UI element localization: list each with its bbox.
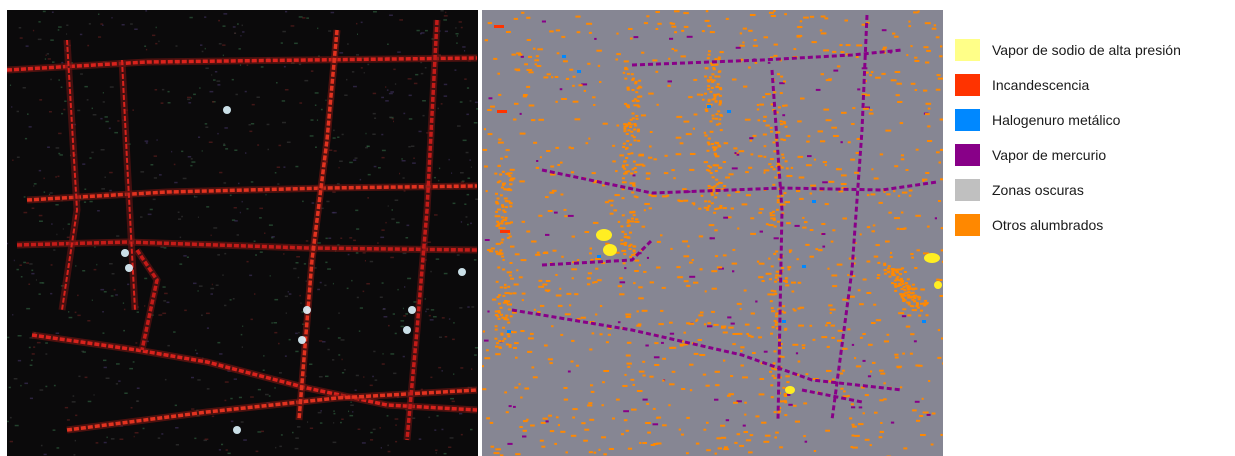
legend: Vapor de sodio de alta presión Incandesc… (955, 32, 1181, 242)
legend-swatch (955, 213, 980, 236)
legend-label: Otros alumbrados (992, 216, 1104, 233)
legend-label: Incandescencia (992, 76, 1090, 93)
legend-item-zonas-oscuras: Zonas oscuras (955, 172, 1181, 207)
legend-label: Zonas oscuras (992, 181, 1084, 198)
night-image-canvas (7, 10, 478, 456)
legend-label: Halogenuro metálico (992, 111, 1121, 128)
legend-item-otros: Otros alumbrados (955, 207, 1181, 242)
legend-item-sodio: Vapor de sodio de alta presión (955, 32, 1181, 67)
legend-swatch (955, 178, 980, 201)
classification-canvas (482, 10, 943, 456)
legend-item-mercurio: Vapor de mercurio (955, 137, 1181, 172)
night-satellite-image (7, 10, 478, 456)
legend-swatch (955, 38, 980, 61)
legend-label: Vapor de mercurio (992, 146, 1107, 163)
legend-swatch (955, 108, 980, 131)
classification-map (482, 10, 943, 456)
legend-label: Vapor de sodio de alta presión (992, 41, 1181, 58)
legend-item-incandescencia: Incandescencia (955, 67, 1181, 102)
legend-swatch (955, 73, 980, 96)
legend-swatch (955, 143, 980, 166)
legend-item-halogenuro: Halogenuro metálico (955, 102, 1181, 137)
